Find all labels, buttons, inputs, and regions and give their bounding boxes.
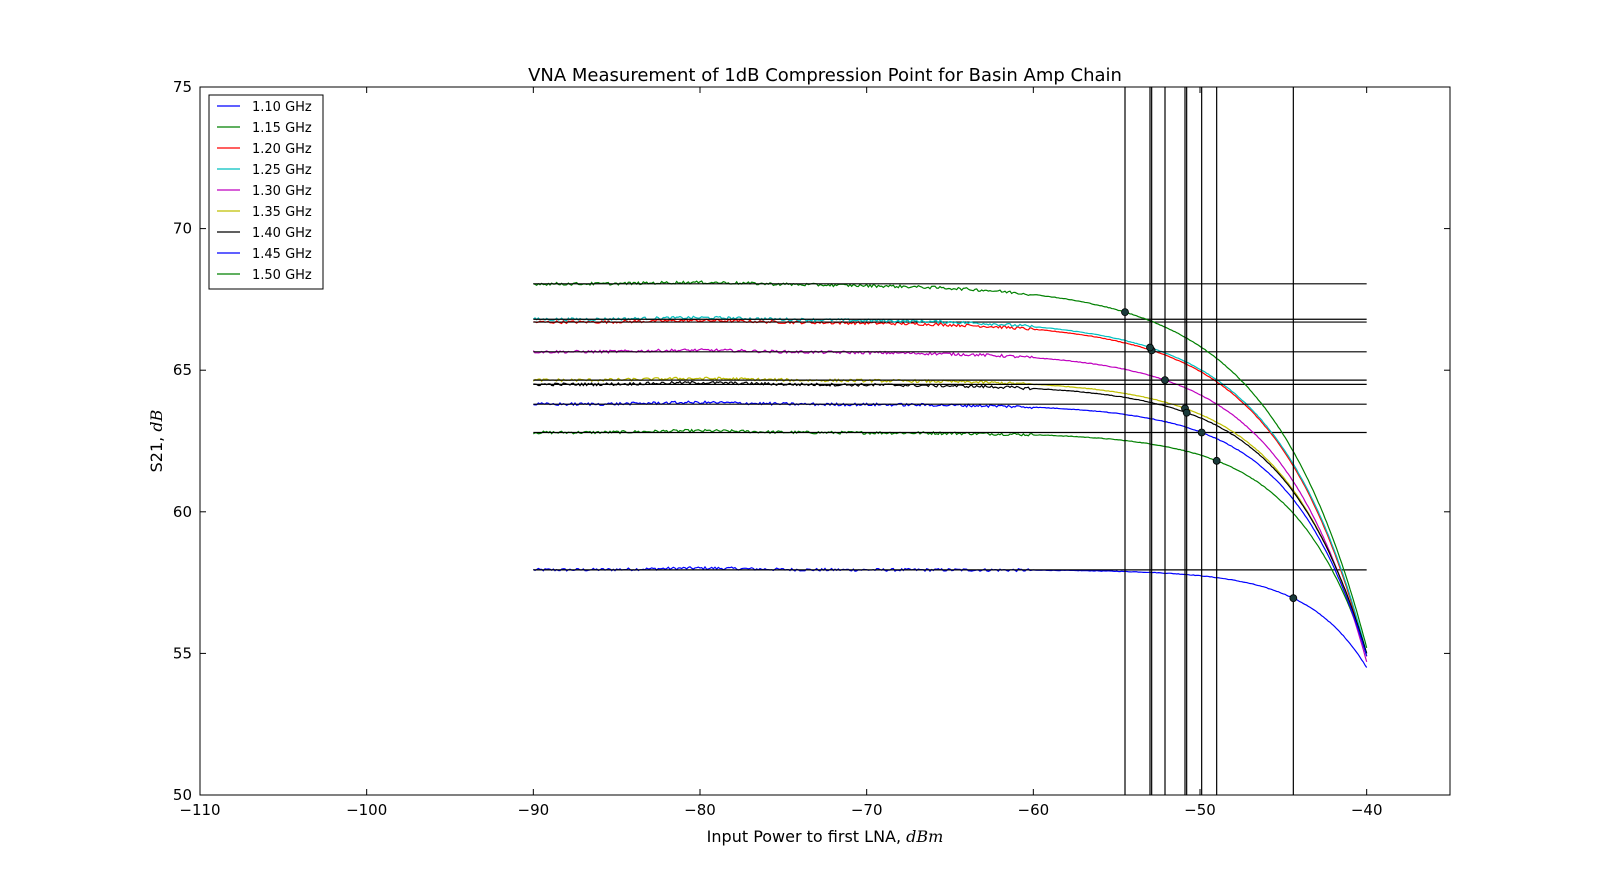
y-tick-label: 70 (173, 220, 192, 238)
x-tick-label: −60 (1018, 801, 1050, 819)
axis-ticks: −110 −100 −90 −80 −70 −60 −50 −40 50 55 60 65 70 75 (173, 78, 1450, 819)
x-axis-unit: dBm (906, 827, 943, 846)
series-line-6 (532, 376, 1368, 657)
legend: 1.10 GHz 1.15 GHz 1.20 GHz 1.25 GHz 1.30 GHz… (208, 94, 324, 290)
x-axis-label-text: Input Power to first LNA, (707, 827, 906, 846)
x-tick-label: −100 (346, 801, 387, 819)
p1db-marker-4 (1146, 343, 1154, 352)
y-tick-label: 75 (173, 78, 192, 96)
p1db-marker-2 (1212, 456, 1221, 465)
series-line-3 (533, 318, 1368, 657)
p1db-marker-1 (1289, 594, 1298, 603)
legend-label-6: 1.35 GHz (252, 205, 312, 220)
series-line-7 (533, 380, 1368, 654)
series-line-5 (532, 348, 1368, 662)
y-tick-label: 55 (173, 644, 192, 662)
chart-title: VNA Measurement of 1dB Compression Point… (528, 65, 1122, 86)
y-axis-unit: dB (147, 409, 166, 431)
x-tick-label: −40 (1351, 801, 1383, 819)
x-tick-label: −80 (684, 801, 716, 819)
p1db-marker-5 (1161, 376, 1169, 385)
y-axis-label-text: S21, (147, 432, 166, 473)
plot-frame (199, 86, 1451, 796)
y-tick-label: 65 (173, 361, 192, 379)
legend-label-3: 1.20 GHz (252, 142, 312, 157)
y-tick-label: 60 (173, 503, 192, 521)
p1db-marker-8 (1197, 428, 1206, 437)
legend-label-9: 1.50 GHz (252, 268, 312, 283)
p1db-markers (1121, 308, 1298, 603)
x-tick-label: −110 (179, 801, 220, 819)
x-tick-label: −70 (851, 801, 883, 819)
y-tick-label: 50 (173, 786, 192, 804)
series-line-8 (533, 400, 1368, 657)
legend-label-8: 1.45 GHz (252, 247, 312, 262)
series-line-4 (532, 315, 1368, 654)
p1db-marker-7 (1182, 408, 1191, 417)
legend-label-1: 1.10 GHz (252, 100, 312, 115)
legend-label-7: 1.40 GHz (252, 226, 312, 241)
legend-label-4: 1.25 GHz (252, 163, 312, 178)
series-layer (532, 280, 1368, 668)
p1db-vertical-lines (1124, 87, 1294, 795)
x-axis-label: Input Power to first LNA, dBm (707, 827, 944, 846)
series-line-1 (533, 565, 1368, 668)
y-axis-label: S21, dB (147, 409, 166, 472)
legend-label-5: 1.30 GHz (252, 184, 312, 199)
x-tick-label: −50 (1184, 801, 1216, 819)
p1db-marker-9 (1121, 308, 1129, 317)
legend-label-2: 1.15 GHz (252, 121, 312, 136)
x-tick-label: −90 (518, 801, 550, 819)
